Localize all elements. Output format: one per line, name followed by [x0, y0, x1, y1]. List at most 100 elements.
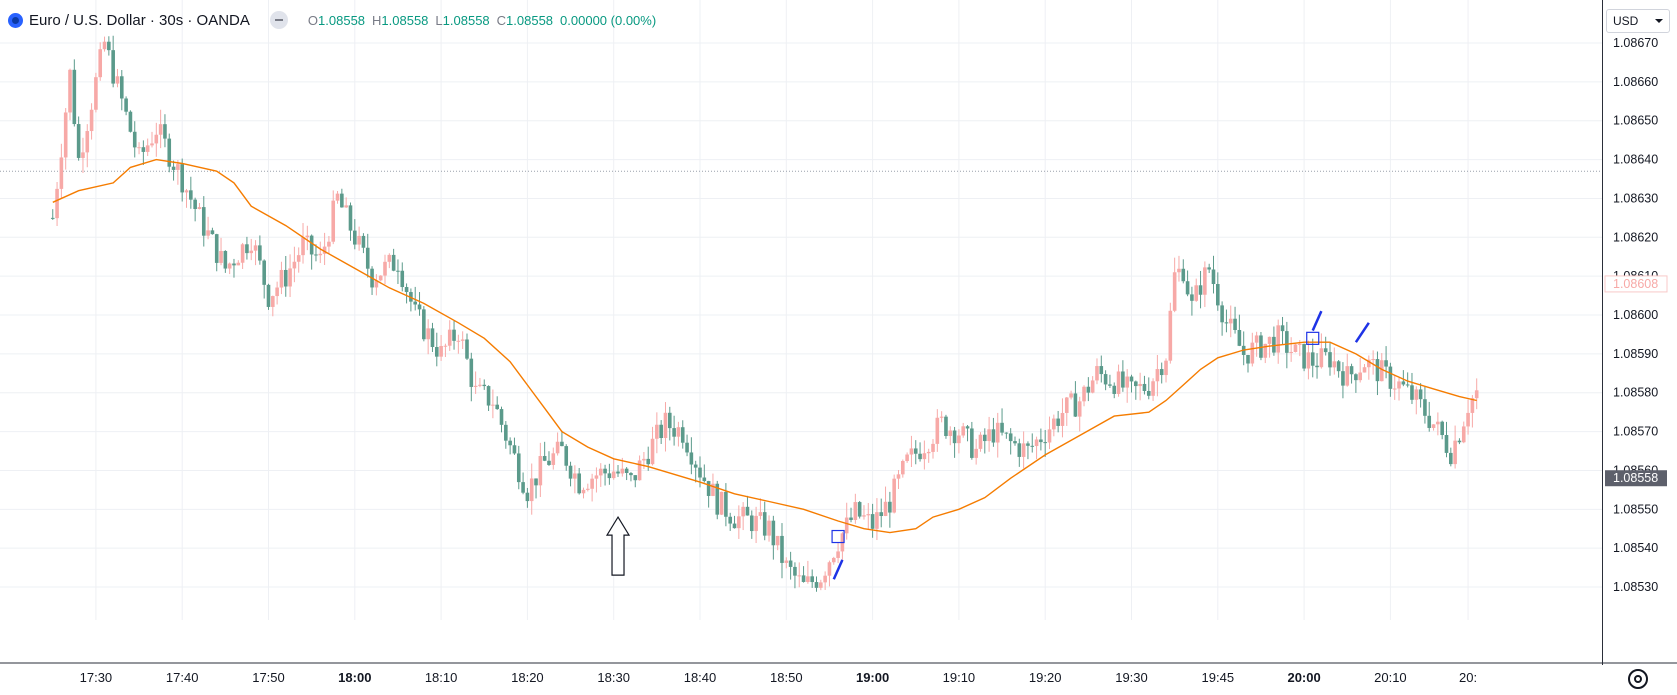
candle: [913, 440, 918, 465]
candle-body: [124, 98, 128, 112]
candle-body: [680, 427, 685, 443]
candle: [318, 241, 323, 264]
candle: [236, 260, 241, 266]
candle-body: [814, 582, 819, 588]
candle-body: [469, 358, 474, 387]
candle-body: [603, 468, 607, 474]
candle: [1151, 378, 1155, 401]
candle-body: [1082, 386, 1086, 402]
symbol-title[interactable]: Euro / U.S. Dollar · 30s · OANDA: [29, 11, 250, 29]
candle-body: [642, 458, 646, 461]
candle-body: [383, 261, 387, 276]
candle-body: [1319, 348, 1324, 368]
candle: [1349, 363, 1354, 384]
candle: [1414, 386, 1419, 415]
candle: [1233, 306, 1237, 334]
candle: [806, 560, 810, 584]
candle-body: [1449, 452, 1453, 465]
candle: [1341, 362, 1345, 399]
candle: [629, 471, 633, 482]
candle-body: [89, 109, 94, 132]
candle-body: [793, 566, 797, 576]
candle: [598, 463, 603, 487]
candle: [560, 430, 564, 447]
candle: [1030, 433, 1035, 453]
candle-body: [396, 270, 400, 272]
candle: [434, 332, 439, 367]
candle: [1241, 331, 1246, 366]
candle-body: [232, 263, 236, 266]
candle: [1034, 436, 1039, 460]
candle: [512, 437, 517, 455]
candle-body: [1254, 335, 1259, 343]
candle-body: [193, 199, 197, 209]
candle-body: [1121, 371, 1125, 388]
candle-body: [1095, 366, 1099, 381]
candle: [819, 579, 823, 591]
currency-selector[interactable]: USD: [1606, 9, 1670, 33]
time-tick-label: 18:00: [338, 670, 371, 685]
candle: [119, 70, 124, 111]
candle-body: [288, 268, 292, 287]
candle: [348, 202, 353, 241]
candle-body: [525, 492, 530, 502]
candle: [1155, 354, 1160, 397]
candle: [1405, 372, 1410, 388]
candle-body: [176, 164, 180, 170]
price-change: 0.00000 (0.00%): [560, 12, 657, 28]
candle: [1319, 333, 1324, 369]
candle: [1008, 428, 1013, 455]
candle: [793, 562, 797, 589]
candle-body: [508, 440, 512, 446]
candle-body: [1461, 426, 1466, 443]
hide-icon[interactable]: [269, 11, 288, 29]
candle-body: [1000, 422, 1004, 433]
price-axis[interactable]: [1602, 0, 1677, 665]
chart-legend: Euro / U.S. Dollar · 30s · OANDA O1.0855…: [8, 9, 656, 31]
candle: [1082, 385, 1086, 407]
candle: [577, 467, 581, 495]
candle: [383, 254, 387, 285]
candle-body: [529, 478, 534, 502]
candle: [387, 253, 392, 269]
time-tick-label: 18:40: [684, 670, 717, 685]
candle: [1086, 377, 1091, 402]
trend-line-marker: [1311, 310, 1323, 332]
candle-body: [1151, 381, 1155, 396]
candle-body: [1250, 342, 1255, 364]
trend-line-marker: [1354, 322, 1370, 343]
candle-body: [1431, 424, 1436, 428]
candle: [607, 463, 612, 485]
candle: [939, 411, 944, 423]
candle-body: [227, 263, 232, 269]
candle-body: [624, 468, 629, 473]
candle: [499, 406, 504, 433]
candle-body: [1125, 376, 1129, 388]
candle: [862, 505, 866, 520]
candle-body: [245, 244, 249, 254]
candle-body: [85, 131, 90, 153]
candle-body: [365, 247, 370, 269]
candle: [1388, 362, 1393, 397]
candle-body: [223, 250, 228, 269]
candle: [1103, 370, 1108, 391]
candle: [1216, 272, 1220, 311]
candle: [547, 451, 551, 466]
candle: [102, 36, 107, 52]
candle: [50, 209, 55, 220]
gear-icon[interactable]: [1628, 669, 1648, 689]
candle: [1285, 321, 1289, 369]
candle: [1138, 372, 1142, 401]
candle-body: [849, 517, 853, 520]
candle: [150, 131, 154, 148]
candle: [1021, 431, 1026, 469]
candle-body: [672, 428, 676, 437]
candle-body: [560, 441, 564, 447]
candle-body: [611, 471, 616, 479]
candle: [76, 116, 81, 161]
candle-body: [1388, 366, 1393, 389]
candle-body: [767, 520, 771, 536]
candle: [335, 191, 340, 204]
candle-body: [948, 430, 953, 437]
